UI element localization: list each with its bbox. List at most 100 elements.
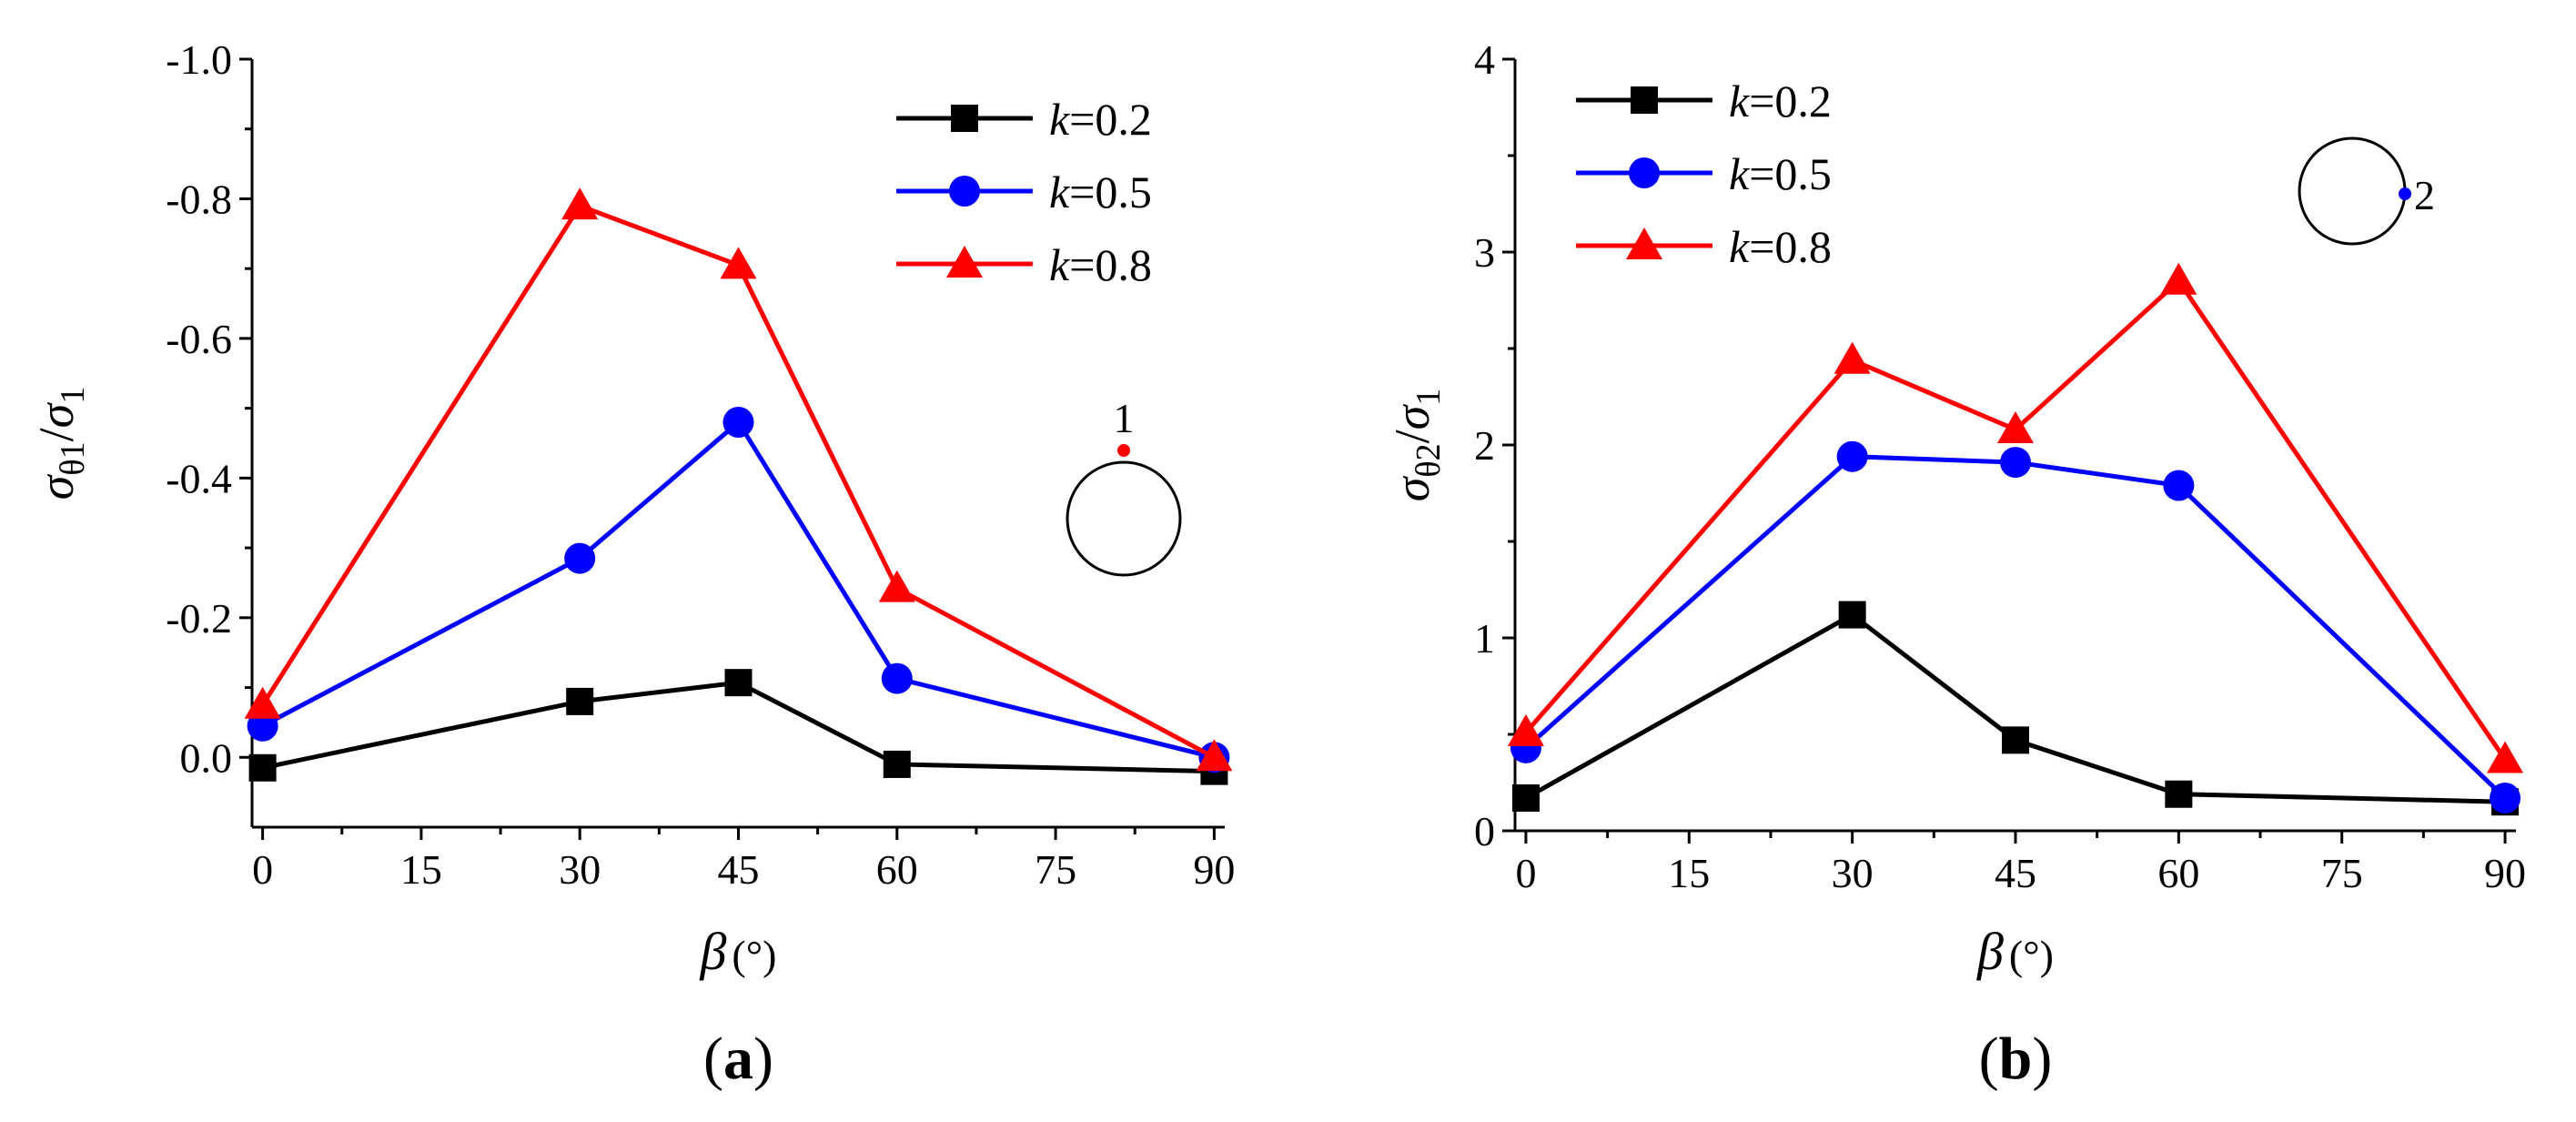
y-tick-label: 3	[1474, 229, 1495, 276]
inset-annotation: 2	[2298, 136, 2435, 246]
legend-marker	[1629, 157, 1660, 188]
data-point	[1834, 341, 1871, 374]
legend-k-symbol: k	[1049, 239, 1070, 290]
y-axis-label: σθ2/σ1	[1385, 389, 1448, 502]
legend-k-value: =0.8	[1069, 239, 1152, 290]
legend-k-value: =0.2	[1749, 76, 1832, 126]
data-point	[1196, 739, 1233, 772]
data-point	[564, 542, 596, 574]
legend-k-symbol: k	[1049, 94, 1070, 145]
y-label-sub1: θ1	[54, 441, 92, 475]
legend-k-symbol: k	[1729, 221, 1750, 272]
legend-marker	[946, 246, 983, 278]
x-label-symbol: β	[1976, 922, 2004, 981]
y-tick-label: -0.6	[166, 316, 232, 362]
inset-point-dot	[2399, 187, 2411, 200]
legend-marker	[951, 105, 978, 132]
panel-label: (b)	[1979, 1026, 2053, 1092]
legend-k-symbol: k	[1049, 167, 1070, 217]
data-point	[878, 570, 915, 602]
series-triangle	[244, 187, 1233, 772]
legend-k-value: =0.2	[1069, 94, 1152, 145]
legend-marker	[1626, 227, 1662, 259]
panel-letter: b	[1999, 1026, 2033, 1092]
legend-k-symbol: k	[1729, 76, 1750, 126]
legend-label: k=0.2	[1049, 94, 1152, 145]
y-tick-label: -0.4	[166, 455, 232, 501]
data-point	[566, 687, 594, 715]
series-triangle	[1507, 262, 2524, 773]
y-tick-label: 2	[1474, 422, 1495, 469]
legend-label: k=0.5	[1049, 167, 1152, 217]
data-point	[561, 187, 599, 220]
x-tick-label: 30	[1832, 850, 1874, 896]
data-point	[2163, 470, 2195, 501]
x-tick-label: 90	[1193, 846, 1235, 893]
x-label-symbol: β	[700, 922, 727, 981]
y-tick-label: -1.0	[166, 36, 232, 83]
legend-marker	[949, 176, 980, 207]
data-point	[720, 247, 757, 279]
legend-k-value: =0.5	[1069, 167, 1152, 217]
x-tick-label: 0	[1515, 850, 1536, 896]
data-point	[1836, 440, 1868, 472]
y-tick-label: 0.0	[180, 734, 233, 781]
x-tick-label: 60	[2157, 850, 2199, 896]
y-label-sub1: θ2	[1409, 443, 1448, 477]
y-tick-label: -0.2	[166, 595, 232, 642]
data-point	[2002, 726, 2029, 754]
legend-label: k=0.8	[1729, 221, 1832, 272]
legend-label: k=0.8	[1049, 239, 1152, 290]
x-tick-label: 45	[718, 846, 760, 893]
x-tick-label: 60	[876, 846, 918, 893]
data-point	[1507, 713, 1544, 746]
x-axis-label: β (°)	[1976, 922, 2054, 981]
inset-point-label: 1	[1114, 395, 1135, 441]
y-tick-label: 1	[1474, 615, 1495, 662]
data-point	[1997, 411, 2034, 444]
panel-b: 0 15 30 45 60 75 9001234k=0.2k=0.5k=0.8σθ2/σ1β…	[1385, 36, 2526, 1092]
y-label-slash: /	[1385, 430, 1440, 443]
legend-k-symbol: k	[1729, 148, 1750, 199]
data-point	[2165, 780, 2193, 808]
data-point	[2490, 782, 2521, 814]
legend-k-value: =0.5	[1749, 148, 1832, 199]
x-label-unit: (°)	[2009, 932, 2054, 978]
x-axis-label: β (°)	[700, 922, 777, 981]
y-tick-label: -0.8	[166, 176, 232, 222]
data-point	[1511, 783, 1540, 812]
y-label-sub2: 1	[1409, 389, 1448, 406]
x-tick-label: 30	[559, 846, 601, 893]
x-tick-label: 0	[252, 846, 273, 893]
legend-label: k=0.5	[1729, 148, 1832, 199]
data-point	[2160, 262, 2197, 295]
legend: k=0.2k=0.5k=0.8	[896, 94, 1152, 290]
panel-paren-open: (	[1979, 1026, 1999, 1092]
legend-marker	[1631, 86, 1658, 114]
data-point	[2000, 447, 2031, 479]
x-tick-label: 90	[2484, 850, 2526, 896]
y-axis-label: σθ1/σ1	[29, 387, 92, 500]
data-point	[2487, 741, 2524, 773]
inset-circle	[1066, 460, 1182, 577]
y-label-sigma2: σ	[29, 401, 84, 428]
data-point	[722, 406, 754, 438]
panel-paren-open: (	[703, 1026, 723, 1092]
inset-point-dot	[1117, 444, 1130, 457]
legend-k-value: =0.8	[1749, 221, 1832, 272]
panel-label: (a)	[703, 1026, 773, 1092]
y-label-slash: /	[29, 428, 84, 441]
panel-paren-close: )	[753, 1026, 773, 1092]
y-label-sigma: σ	[1385, 475, 1440, 501]
inset-annotation: 1	[1066, 395, 1182, 577]
data-point	[1838, 601, 1866, 629]
data-point	[248, 753, 277, 782]
data-point	[883, 750, 911, 778]
x-label-unit: (°)	[732, 932, 776, 978]
inset-point-label: 2	[2414, 172, 2435, 218]
y-label-sigma: σ	[29, 473, 84, 500]
legend: k=0.2k=0.5k=0.8	[1576, 76, 1832, 272]
y-tick-label: 0	[1474, 808, 1495, 854]
